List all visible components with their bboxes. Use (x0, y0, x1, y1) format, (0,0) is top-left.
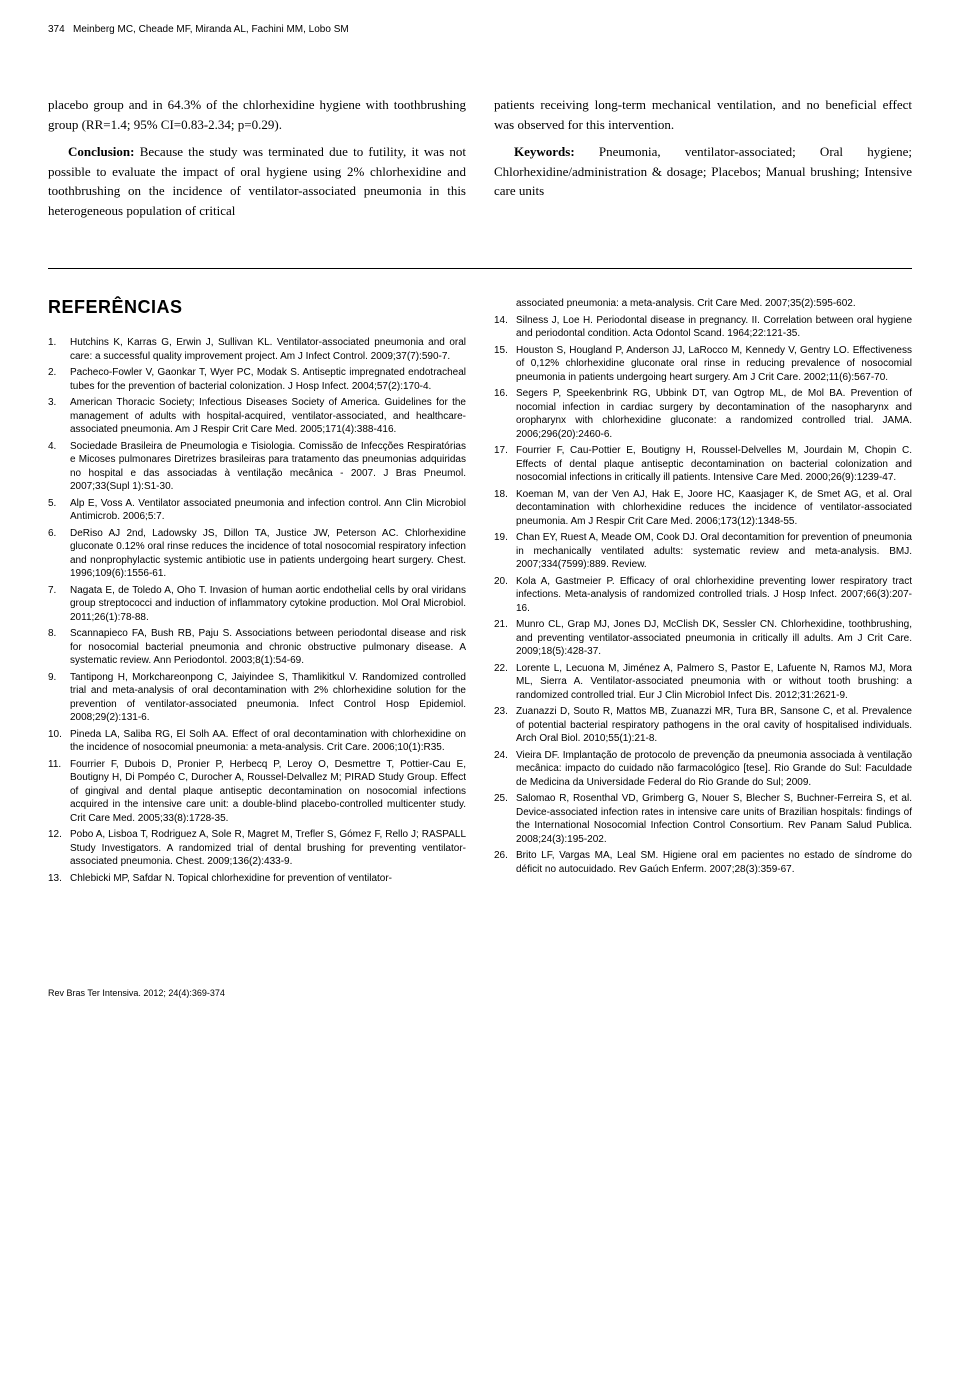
reference-number: 13. (48, 872, 66, 886)
reference-number: 9. (48, 671, 66, 685)
reference-item: 14. Silness J, Loe H. Periodontal disease… (494, 314, 912, 341)
abstract-left-col: placebo group and in 64.3% of the chlorh… (48, 95, 466, 228)
reference-item: 9. Tantipong H, Morkchareonpong C, Jaiyin… (48, 671, 466, 725)
reference-number: 15. (494, 344, 512, 358)
reference-text: Pobo A, Lisboa T, Rodriguez A, Sole R, M… (70, 829, 466, 867)
reference-item: 6. DeRiso AJ 2nd, Ladowsky JS, Dillon TA,… (48, 527, 466, 581)
reference-number: 3. (48, 396, 66, 410)
reference-item: 18. Koeman M, van der Ven AJ, Hak E, Joor… (494, 488, 912, 529)
reference-item: 24. Vieira DF. Implantação de protocolo d… (494, 749, 912, 790)
reference-text: Scannapieco FA, Bush RB, Paju S. Associa… (70, 628, 466, 666)
reference-number: 26. (494, 849, 512, 863)
reference-number: 14. (494, 314, 512, 328)
reference-item: 17. Fourrier F, Cau-Pottier E, Boutigny H… (494, 444, 912, 485)
reference-text: Hutchins K, Karras G, Erwin J, Sullivan … (70, 337, 466, 362)
page-number: 374 (48, 24, 65, 35)
reference-item: associated pneumonia: a meta-analysis. C… (494, 297, 912, 311)
reference-text: Nagata E, de Toledo A, Oho T. Invasion o… (70, 585, 466, 623)
reference-number: 8. (48, 627, 66, 641)
section-divider (48, 268, 912, 269)
references-list-right: associated pneumonia: a meta-analysis. C… (494, 297, 912, 876)
reference-number: 18. (494, 488, 512, 502)
reference-item: 20. Kola A, Gastmeier P. Efficacy of oral… (494, 575, 912, 616)
reference-item: 11. Fourrier F, Dubois D, Pronier P, Herb… (48, 758, 466, 826)
abstract-paragraph: patients receiving long-term mechanical … (494, 95, 912, 134)
reference-item: 7. Nagata E, de Toledo A, Oho T. Invasion… (48, 584, 466, 625)
references-right-col: associated pneumonia: a meta-analysis. C… (494, 297, 912, 888)
reference-item: 21. Munro CL, Grap MJ, Jones DJ, McClish … (494, 618, 912, 659)
page-footer: Rev Bras Ter Intensiva. 2012; 24(4):369-… (48, 988, 912, 998)
reference-number: 24. (494, 749, 512, 763)
reference-number: 5. (48, 497, 66, 511)
reference-text: Chlebicki MP, Safdar N. Topical chlorhex… (70, 873, 392, 884)
reference-text: Salomao R, Rosenthal VD, Grimberg G, Nou… (516, 793, 912, 845)
reference-number: 6. (48, 527, 66, 541)
reference-number: 11. (48, 758, 66, 772)
reference-text: Koeman M, van der Ven AJ, Hak E, Joore H… (516, 489, 912, 527)
reference-item: 22. Lorente L, Lecuona M, Jiménez A, Palm… (494, 662, 912, 703)
reference-item: 4. Sociedade Brasileira de Pneumologia e … (48, 440, 466, 494)
reference-number: 7. (48, 584, 66, 598)
reference-number: 16. (494, 387, 512, 401)
reference-number: 12. (48, 828, 66, 842)
reference-number: 22. (494, 662, 512, 676)
reference-item: 10. Pineda LA, Saliba RG, El Solh AA. Eff… (48, 728, 466, 755)
reference-item: 3. American Thoracic Society; Infectious … (48, 396, 466, 437)
reference-number: 19. (494, 531, 512, 545)
reference-item: 15. Houston S, Hougland P, Anderson JJ, L… (494, 344, 912, 385)
reference-text: Silness J, Loe H. Periodontal disease in… (516, 315, 912, 340)
references-left-col: REFERÊNCIAS 1. Hutchins K, Karras G, Erwi… (48, 297, 466, 888)
references-columns: REFERÊNCIAS 1. Hutchins K, Karras G, Erwi… (48, 297, 912, 888)
reference-number: 1. (48, 336, 66, 350)
reference-number: 20. (494, 575, 512, 589)
reference-item: 23. Zuanazzi D, Souto R, Mattos MB, Zuana… (494, 705, 912, 746)
abstract-paragraph: Conclusion: Because the study was termin… (48, 142, 466, 220)
reference-item: 8. Scannapieco FA, Bush RB, Paju S. Assoc… (48, 627, 466, 668)
reference-item: 16. Segers P, Speekenbrink RG, Ubbink DT,… (494, 387, 912, 441)
reference-number: 10. (48, 728, 66, 742)
reference-text: Chan EY, Ruest A, Meade OM, Cook DJ. Ora… (516, 532, 912, 570)
abstract-right-col: patients receiving long-term mechanical … (494, 95, 912, 228)
reference-text: Kola A, Gastmeier P. Efficacy of oral ch… (516, 576, 912, 614)
reference-text: Lorente L, Lecuona M, Jiménez A, Palmero… (516, 663, 912, 701)
reference-text: DeRiso AJ 2nd, Ladowsky JS, Dillon TA, J… (70, 528, 466, 580)
page-header: 374 Meinberg MC, Cheade MF, Miranda AL, … (48, 24, 912, 35)
header-authors: Meinberg MC, Cheade MF, Miranda AL, Fach… (73, 24, 349, 35)
reference-text: Vieira DF. Implantação de protocolo de p… (516, 750, 912, 788)
reference-item: 26. Brito LF, Vargas MA, Leal SM. Higiene… (494, 849, 912, 876)
reference-number: 25. (494, 792, 512, 806)
reference-item: 13. Chlebicki MP, Safdar N. Topical chlor… (48, 872, 466, 886)
reference-item: 5. Alp E, Voss A. Ventilator associated p… (48, 497, 466, 524)
reference-number: 21. (494, 618, 512, 632)
references-heading: REFERÊNCIAS (48, 297, 466, 318)
reference-text: Tantipong H, Morkchareonpong C, Jaiyinde… (70, 672, 466, 724)
abstract-paragraph: Keywords: Pneumonia, ventilator-associat… (494, 142, 912, 201)
reference-text: Fourrier F, Cau-Pottier E, Boutigny H, R… (516, 445, 912, 483)
reference-text: Segers P, Speekenbrink RG, Ubbink DT, va… (516, 388, 912, 440)
reference-text: Zuanazzi D, Souto R, Mattos MB, Zuanazzi… (516, 706, 912, 744)
reference-text: Pacheco-Fowler V, Gaonkar T, Wyer PC, Mo… (70, 367, 466, 392)
reference-text: Fourrier F, Dubois D, Pronier P, Herbecq… (70, 759, 466, 824)
reference-text: Pineda LA, Saliba RG, El Solh AA. Effect… (70, 729, 466, 754)
reference-text: Sociedade Brasileira de Pneumologia e Ti… (70, 441, 466, 493)
abstract-columns: placebo group and in 64.3% of the chlorh… (48, 95, 912, 228)
reference-text: Houston S, Hougland P, Anderson JJ, LaRo… (516, 345, 912, 383)
reference-item: 12. Pobo A, Lisboa T, Rodriguez A, Sole R… (48, 828, 466, 869)
reference-number: 4. (48, 440, 66, 454)
reference-text: American Thoracic Society; Infectious Di… (70, 397, 466, 435)
reference-number: 23. (494, 705, 512, 719)
reference-text: Brito LF, Vargas MA, Leal SM. Higiene or… (516, 850, 912, 875)
abstract-paragraph: placebo group and in 64.3% of the chlorh… (48, 95, 466, 134)
reference-text: Alp E, Voss A. Ventilator associated pne… (70, 498, 466, 523)
references-list-left: 1. Hutchins K, Karras G, Erwin J, Sulliva… (48, 336, 466, 885)
reference-item: 1. Hutchins K, Karras G, Erwin J, Sulliva… (48, 336, 466, 363)
reference-item: 2. Pacheco-Fowler V, Gaonkar T, Wyer PC, … (48, 366, 466, 393)
reference-number: 2. (48, 366, 66, 380)
reference-number: 17. (494, 444, 512, 458)
reference-item: 19. Chan EY, Ruest A, Meade OM, Cook DJ. … (494, 531, 912, 572)
reference-text: Munro CL, Grap MJ, Jones DJ, McClish DK,… (516, 619, 912, 657)
reference-text: associated pneumonia: a meta-analysis. C… (516, 298, 856, 309)
reference-item: 25. Salomao R, Rosenthal VD, Grimberg G, … (494, 792, 912, 846)
